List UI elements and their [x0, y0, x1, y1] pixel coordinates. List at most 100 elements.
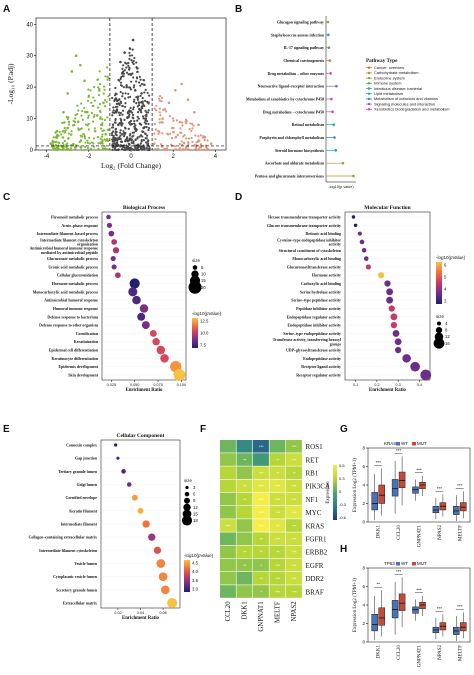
box-ytick-label: 2 [362, 501, 365, 506]
bubble-category-label: Hormone metabolic process [52, 282, 99, 286]
volcano-point-down [63, 121, 66, 124]
heatmap-col-label: NPAS2 [291, 601, 298, 622]
volcano-point-ns [143, 132, 147, 135]
colorbar-tick-label: 6 [444, 263, 447, 268]
volcano-point-up [154, 128, 157, 131]
heatmap-significance: ** [260, 550, 264, 555]
volcano-point-up [206, 139, 209, 142]
lollipop-label: Ascorbate and aldarate metabolism [265, 162, 325, 166]
size-legend-label: 16 [445, 341, 450, 346]
volcano-point-down [93, 127, 96, 130]
volcano-ytick-label: 20 [26, 85, 33, 91]
bubble-category-label: Intermediate filament cytoskeleton [39, 549, 98, 553]
volcano-point-ns [139, 134, 143, 137]
heatmap-cell [269, 572, 286, 585]
heatmap-cell [286, 479, 302, 493]
volcano-point-ns [139, 109, 142, 112]
pathway-legend-dot [367, 108, 371, 111]
bubble-point [121, 469, 126, 474]
bubble-category-label: Hormone activity [312, 274, 341, 278]
box-body [371, 492, 378, 511]
volcano-point-down [80, 102, 83, 105]
bubble-xlabel: Enrichment Ratio [126, 388, 164, 393]
lollipop-dot [330, 97, 333, 101]
volcano-point-up [158, 107, 161, 110]
volcano-point-ns [113, 121, 117, 124]
volcano-point-ns [138, 135, 141, 138]
volcano-point-ns [148, 148, 151, 152]
heatmap-cell [253, 479, 269, 493]
bubble-point [357, 231, 362, 236]
volcano-point-ns [119, 60, 122, 64]
volcano-point-up [183, 134, 186, 137]
box-legend-label: WT [401, 561, 408, 566]
volcano-point-down [103, 118, 107, 122]
volcano-point-up [200, 143, 203, 146]
volcano-point-ns [128, 139, 131, 142]
volcano-point-down [92, 142, 95, 145]
heatmap-significance: *** [292, 510, 297, 515]
volcano-point-ns [119, 140, 123, 143]
volcano-point-down [103, 88, 106, 91]
volcano-point-ns [119, 134, 122, 137]
volcano-point-up [194, 145, 197, 149]
volcano-point-ns [116, 105, 119, 108]
size-legend-label: 15 [193, 511, 198, 516]
volcano-point-ns [146, 134, 149, 137]
volcano-point-down [83, 145, 87, 148]
volcano-point-down [102, 85, 106, 88]
volcano-point-up [180, 140, 183, 143]
bubble-category-label: Keratinocyte differentiation [52, 357, 99, 361]
volcano-ytick-label: 40 [26, 22, 33, 28]
volcano-point-ns [134, 138, 137, 141]
volcano-point-up [153, 122, 157, 126]
bubble-category-label: Flavonoid metabolic process [51, 216, 99, 220]
box-body [419, 601, 426, 609]
bubble-category-label: Serine–type endopeptidase activity [283, 332, 341, 336]
volcano-point-ns [119, 137, 122, 140]
bubble-category-label: Keratin filament [69, 509, 97, 513]
volcano-point-up [170, 137, 174, 140]
volcano-point-ns [112, 106, 115, 109]
bubble-title: Cellular Component [116, 433, 164, 439]
volcano-point-up [197, 135, 200, 138]
bubble-category-label: Peptidase inhibitor activity [296, 307, 341, 311]
volcano-xlabel: Log₂ (Fold Change) [101, 161, 162, 170]
volcano-point-ns [136, 119, 139, 122]
volcano-point-ns [114, 110, 117, 113]
box-body [419, 481, 426, 489]
volcano-point-up [174, 88, 177, 92]
bubble-point [394, 338, 402, 346]
volcano-point-ns [142, 117, 145, 120]
volcano-point-down [86, 146, 90, 150]
box-ytick-label: 2 [362, 621, 365, 626]
volcano-point-ns [127, 61, 130, 65]
volcano-point-down [88, 136, 91, 139]
volcano-point-down [52, 147, 55, 150]
volcano-point-up [199, 146, 202, 149]
volcano-point-ns [114, 92, 117, 95]
box-body [371, 614, 378, 632]
volcano-point-down [87, 128, 90, 131]
bubble-point [388, 305, 395, 312]
volcano-point-ns [136, 70, 139, 73]
heatmap-cell [286, 558, 302, 572]
volcano-point-ns [128, 113, 131, 116]
volcano-point-down [103, 105, 107, 108]
size-legend-label: 15 [201, 278, 206, 283]
lollipop-label: Drug metabolism – cytochrome P450 [263, 110, 324, 114]
volcano-point-up [158, 111, 161, 114]
volcano-point-up [158, 118, 161, 121]
panel-letter-e: E [3, 424, 10, 435]
heatmap-cell [220, 506, 236, 519]
heatmap-cell [220, 519, 236, 532]
heatmap-row-label: NF1 [306, 496, 319, 504]
volcano-point-up [166, 148, 170, 152]
volcano-point-ns [144, 114, 147, 117]
heatmap-significance: *** [226, 523, 231, 528]
bubble-xlabel: Enrichment Ratio [122, 616, 160, 621]
size-legend-label: 18 [193, 518, 198, 523]
volcano-point-ns [131, 38, 135, 42]
heatmap-col-label: CCL20 [225, 601, 232, 622]
volcano-point-up [178, 147, 181, 151]
